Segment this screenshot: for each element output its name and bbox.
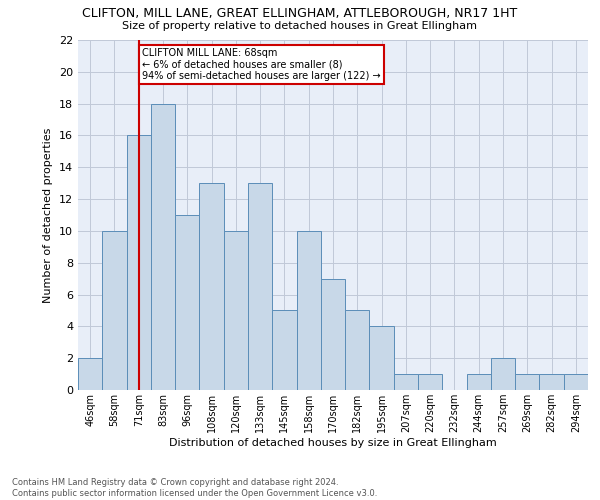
Bar <box>370 326 394 390</box>
X-axis label: Distribution of detached houses by size in Great Ellingham: Distribution of detached houses by size … <box>169 438 497 448</box>
Bar <box>224 231 248 390</box>
Bar <box>564 374 588 390</box>
Bar <box>151 104 175 390</box>
Bar <box>491 358 515 390</box>
Text: Size of property relative to detached houses in Great Ellingham: Size of property relative to detached ho… <box>122 21 478 31</box>
Bar <box>199 183 224 390</box>
Bar <box>539 374 564 390</box>
Bar <box>467 374 491 390</box>
Text: CLIFTON MILL LANE: 68sqm
← 6% of detached houses are smaller (8)
94% of semi-det: CLIFTON MILL LANE: 68sqm ← 6% of detache… <box>142 48 381 81</box>
Bar <box>345 310 370 390</box>
Bar <box>102 231 127 390</box>
Text: CLIFTON, MILL LANE, GREAT ELLINGHAM, ATTLEBOROUGH, NR17 1HT: CLIFTON, MILL LANE, GREAT ELLINGHAM, ATT… <box>82 8 518 20</box>
Bar <box>515 374 539 390</box>
Y-axis label: Number of detached properties: Number of detached properties <box>43 128 53 302</box>
Bar <box>296 231 321 390</box>
Bar <box>175 215 199 390</box>
Bar <box>78 358 102 390</box>
Bar <box>127 136 151 390</box>
Bar <box>272 310 296 390</box>
Text: Contains HM Land Registry data © Crown copyright and database right 2024.
Contai: Contains HM Land Registry data © Crown c… <box>12 478 377 498</box>
Bar <box>321 278 345 390</box>
Bar <box>394 374 418 390</box>
Bar <box>248 183 272 390</box>
Bar <box>418 374 442 390</box>
